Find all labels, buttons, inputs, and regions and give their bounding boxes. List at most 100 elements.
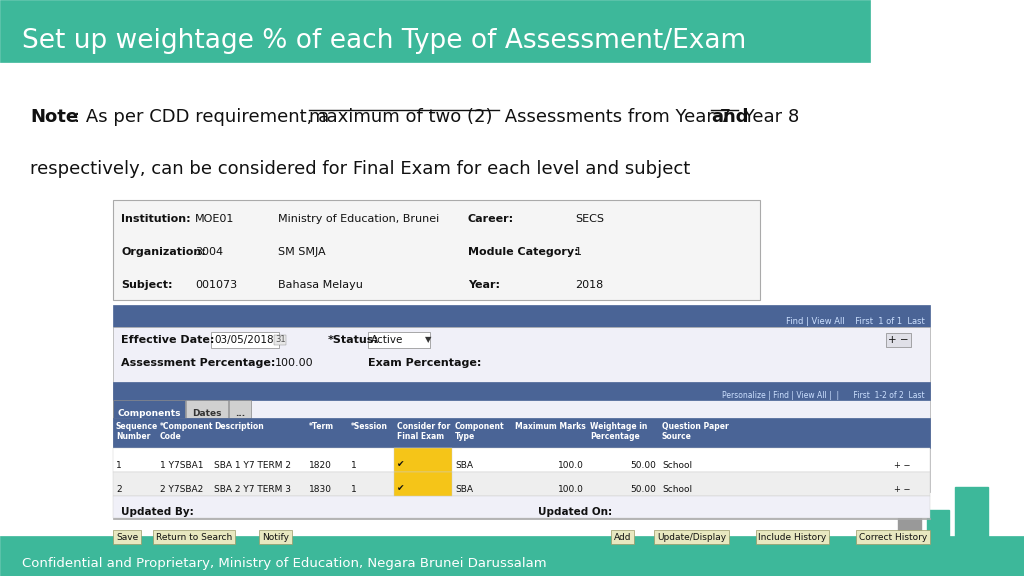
Text: Save: Save bbox=[116, 532, 138, 541]
Bar bbox=[113, 418, 930, 448]
Text: 1: 1 bbox=[575, 247, 582, 257]
Text: SM SMJA: SM SMJA bbox=[278, 247, 326, 257]
Text: Add: Add bbox=[613, 532, 631, 541]
Text: Active: Active bbox=[371, 335, 403, 345]
Text: Ministry of Education, Brunei: Ministry of Education, Brunei bbox=[278, 214, 439, 223]
Bar bbox=[394, 472, 452, 496]
Bar bbox=[113, 305, 930, 327]
Text: Include History: Include History bbox=[758, 532, 826, 541]
Text: *Component
Code: *Component Code bbox=[160, 422, 213, 441]
Text: 1: 1 bbox=[351, 460, 356, 469]
Text: Sequence
Number: Sequence Number bbox=[116, 422, 159, 441]
Text: SBA: SBA bbox=[455, 484, 473, 494]
Bar bbox=[113, 518, 930, 519]
Text: respectively, can be considered for Final Exam for each level and subject: respectively, can be considered for Fina… bbox=[30, 160, 690, 178]
Bar bbox=[0, 536, 1024, 576]
Text: Maximum Marks: Maximum Marks bbox=[515, 422, 586, 431]
Text: 3004: 3004 bbox=[195, 247, 223, 257]
Text: *Status:: *Status: bbox=[328, 335, 379, 345]
Text: Organization:: Organization: bbox=[121, 247, 206, 257]
Text: Assessments from Year 7: Assessments from Year 7 bbox=[499, 108, 737, 126]
Text: Updated On:: Updated On: bbox=[538, 507, 612, 517]
Text: Assessment Percentage:: Assessment Percentage: bbox=[121, 358, 275, 368]
Text: 50.00: 50.00 bbox=[630, 484, 656, 494]
Text: SBA 2 Y7 TERM 3: SBA 2 Y7 TERM 3 bbox=[214, 484, 291, 494]
Text: ✔: ✔ bbox=[397, 484, 404, 494]
Text: 1 Y7SBA1: 1 Y7SBA1 bbox=[160, 460, 204, 469]
Text: SBA: SBA bbox=[455, 460, 473, 469]
Text: Note: Note bbox=[30, 108, 78, 126]
Text: Component
Type: Component Type bbox=[455, 422, 505, 441]
Bar bbox=[113, 472, 930, 496]
Text: Correct History: Correct History bbox=[859, 532, 927, 541]
Text: Exam Percentage:: Exam Percentage: bbox=[368, 358, 481, 368]
Text: Question Paper
Source: Question Paper Source bbox=[662, 422, 729, 441]
Text: 100.0: 100.0 bbox=[558, 484, 584, 494]
Bar bbox=[211, 332, 279, 348]
Bar bbox=[186, 400, 228, 418]
Text: 1: 1 bbox=[351, 484, 356, 494]
Bar bbox=[113, 448, 930, 472]
Text: and: and bbox=[711, 108, 749, 126]
Text: Personalize | Find | View All |  |      First  1-2 of 2  Last: Personalize | Find | View All | | First … bbox=[722, 391, 925, 400]
Text: 1820: 1820 bbox=[309, 460, 332, 469]
Bar bbox=[113, 382, 930, 400]
Text: Institution:: Institution: bbox=[121, 214, 190, 223]
Bar bbox=[898, 510, 921, 570]
Text: Module Category:: Module Category: bbox=[468, 247, 579, 257]
Text: : As per CDD requirement, a: : As per CDD requirement, a bbox=[74, 108, 335, 126]
Bar bbox=[0, 0, 870, 62]
Text: 03/05/2018: 03/05/2018 bbox=[214, 335, 273, 345]
Text: ✔: ✔ bbox=[397, 460, 404, 469]
Text: School: School bbox=[662, 460, 692, 469]
Bar bbox=[368, 332, 430, 348]
Text: + −: + − bbox=[894, 460, 910, 469]
Text: ▼: ▼ bbox=[425, 335, 431, 344]
Text: 2018: 2018 bbox=[575, 281, 603, 290]
Text: Description: Description bbox=[214, 422, 264, 431]
Text: Weightage in
Percentage: Weightage in Percentage bbox=[590, 422, 647, 441]
Text: 1: 1 bbox=[116, 460, 122, 469]
Text: Find | View All    First  1 of 1  Last: Find | View All First 1 of 1 Last bbox=[786, 316, 925, 325]
Bar bbox=[113, 400, 185, 418]
Text: 50.00: 50.00 bbox=[630, 460, 656, 469]
Text: SBA 1 Y7 TERM 2: SBA 1 Y7 TERM 2 bbox=[214, 460, 291, 469]
Bar bbox=[394, 448, 452, 472]
Text: + −: + − bbox=[894, 484, 910, 494]
Text: Year:: Year: bbox=[468, 281, 500, 290]
Text: *Session: *Session bbox=[351, 422, 388, 431]
Bar bbox=[113, 496, 930, 518]
Bar bbox=[955, 487, 988, 570]
Text: Year 8: Year 8 bbox=[738, 108, 800, 126]
Text: Bahasa Melayu: Bahasa Melayu bbox=[278, 281, 362, 290]
Text: Career:: Career: bbox=[468, 214, 514, 223]
Text: Updated By:: Updated By: bbox=[121, 507, 194, 517]
Text: 001073: 001073 bbox=[195, 281, 238, 290]
Text: ...: ... bbox=[234, 408, 245, 418]
Text: Update/Display: Update/Display bbox=[656, 532, 726, 541]
Text: + −: + − bbox=[888, 335, 908, 345]
Text: 1830: 1830 bbox=[309, 484, 332, 494]
Bar bbox=[113, 327, 930, 492]
Text: Notify: Notify bbox=[262, 532, 289, 541]
Bar bbox=[113, 200, 760, 300]
Text: 2: 2 bbox=[116, 484, 122, 494]
Text: 100.00: 100.00 bbox=[275, 358, 313, 368]
Text: 100.0: 100.0 bbox=[558, 460, 584, 469]
Bar bbox=[229, 400, 251, 418]
Text: Dates: Dates bbox=[193, 408, 222, 418]
Text: SECS: SECS bbox=[575, 214, 604, 223]
Text: Subject:: Subject: bbox=[121, 281, 172, 290]
Text: *Term: *Term bbox=[309, 422, 334, 431]
Text: Effective Date:: Effective Date: bbox=[121, 335, 214, 345]
Text: MOE01: MOE01 bbox=[195, 214, 234, 223]
Text: Confidential and Proprietary, Ministry of Education, Negara Brunei Darussalam: Confidential and Proprietary, Ministry o… bbox=[22, 556, 547, 570]
Text: Consider for
Final Exam: Consider for Final Exam bbox=[397, 422, 451, 441]
Text: 2 Y7SBA2: 2 Y7SBA2 bbox=[160, 484, 203, 494]
Text: Set up weightage % of each Type of Assessment/Exam: Set up weightage % of each Type of Asses… bbox=[22, 28, 746, 54]
Text: 31: 31 bbox=[275, 335, 286, 344]
Text: Return to Search: Return to Search bbox=[156, 532, 232, 541]
Text: maximum of two (2): maximum of two (2) bbox=[309, 108, 493, 126]
Text: School: School bbox=[662, 484, 692, 494]
Bar bbox=[927, 510, 949, 570]
